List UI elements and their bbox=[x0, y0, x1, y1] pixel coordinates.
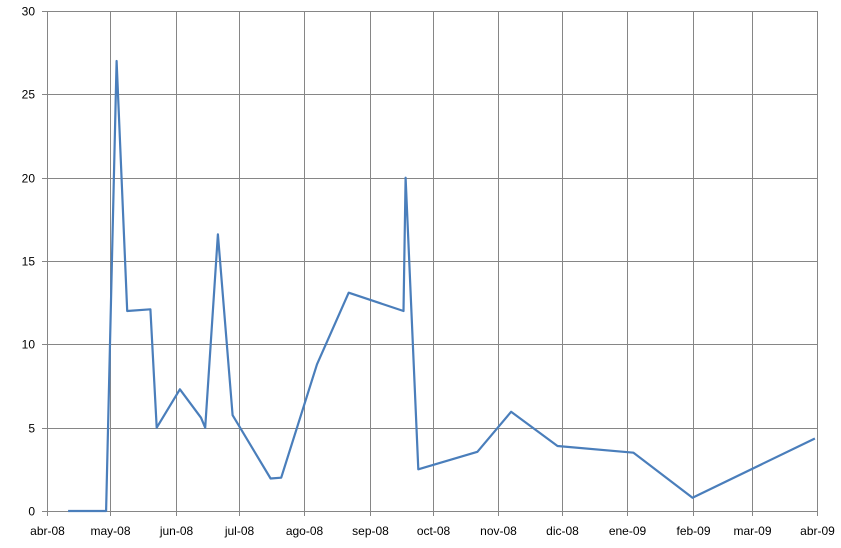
y-tick-label: 15 bbox=[22, 255, 36, 269]
x-tick-label: abr-09 bbox=[800, 524, 835, 538]
x-tick-label: may-08 bbox=[90, 524, 130, 538]
y-tick-label: 10 bbox=[22, 338, 36, 352]
y-tick-label: 0 bbox=[28, 505, 35, 519]
vertical-gridlines bbox=[47, 11, 818, 516]
x-tick-label: oct-08 bbox=[417, 524, 451, 538]
x-tick-label: dic-08 bbox=[546, 524, 579, 538]
x-tick-label: ene-09 bbox=[609, 524, 647, 538]
y-tick-label: 25 bbox=[22, 88, 36, 102]
series-group bbox=[68, 59, 816, 513]
y-axis-tick-labels: 0 5 10 15 20 25 30 bbox=[22, 5, 36, 519]
x-tick-label: jun-08 bbox=[159, 524, 194, 538]
y-tick-label: 30 bbox=[22, 5, 36, 19]
y-tick-label: 20 bbox=[22, 172, 36, 186]
series-line bbox=[68, 59, 816, 513]
x-tick-label: mar-09 bbox=[733, 524, 771, 538]
x-tick-label: feb-09 bbox=[676, 524, 710, 538]
x-tick-label: nov-08 bbox=[480, 524, 517, 538]
x-tick-label: ago-08 bbox=[286, 524, 324, 538]
x-tick-label: abr-08 bbox=[30, 524, 65, 538]
x-tick-label: sep-08 bbox=[352, 524, 389, 538]
x-axis-tick-labels: abr-08 may-08 jun-08 jul-08 ago-08 sep-08 oct-… bbox=[30, 524, 835, 538]
y-tick-label: 5 bbox=[28, 422, 35, 436]
x-tick-label: jul-08 bbox=[224, 524, 255, 538]
horizontal-gridlines bbox=[42, 11, 818, 512]
